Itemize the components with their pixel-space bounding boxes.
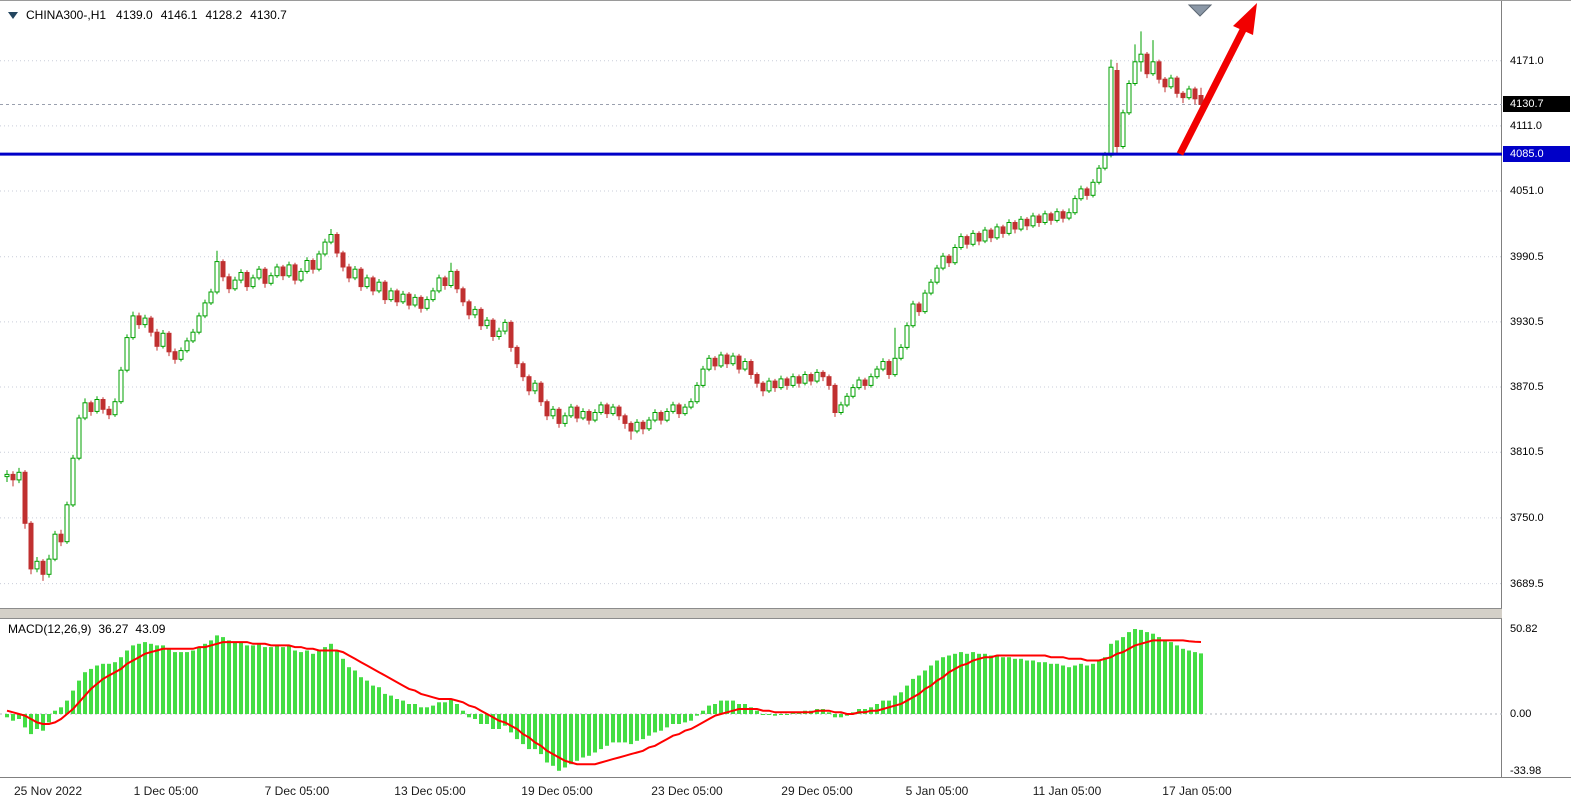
price-axis[interactable]: 4171.0 4111.0 4051.0 3990.5 3930.5 3870.5 3810…	[1502, 1, 1571, 777]
time-axis-label: 7 Dec 05:00	[264, 784, 330, 798]
time-axis[interactable]: 25 Nov 2022 1 Dec 05:00 7 Dec 05:00 13 Dec …	[0, 777, 1571, 803]
candlestick-chart[interactable]	[0, 1, 1502, 608]
macd-histogram	[5, 629, 1203, 771]
time-axis-label: 1 Dec 05:00	[133, 784, 199, 798]
panel-splitter[interactable]	[0, 608, 1571, 619]
time-axis-label: 17 Jan 05:00	[1162, 784, 1232, 798]
symbol-triangle-icon	[8, 11, 18, 19]
symbol-name: CHINA300-,H1	[26, 8, 107, 22]
time-axis-label: 5 Jan 05:00	[905, 784, 969, 798]
price-axis-label: 3990.5	[1510, 250, 1544, 263]
price-axis-label: 4171.0	[1510, 54, 1544, 67]
macd-signal-line	[6, 639, 1202, 766]
bar-low-value: 4128.2	[205, 8, 243, 22]
time-axis-label: 25 Nov 2022	[13, 784, 83, 798]
time-axis-label: 29 Dec 05:00	[781, 784, 853, 798]
time-axis-label: 13 Dec 05:00	[394, 784, 466, 798]
macd-axis-label: 0.00	[1510, 708, 1532, 720]
candles	[4, 31, 1204, 581]
price-axis-label: 3750.0	[1510, 511, 1544, 524]
macd-axis-label: -33.98	[1510, 764, 1542, 777]
macd-info-bar: MACD(12,26,9) 36.27 43.09	[8, 622, 165, 636]
price-axis-label: 3689.5	[1510, 577, 1544, 590]
support-price-badge: 4085.0	[1503, 146, 1570, 163]
price-axis-label: 4051.0	[1510, 185, 1544, 198]
macd-indicator-panel: MACD(12,26,9) 36.27 43.09	[0, 619, 1502, 777]
macd-axis-label: 50.82	[1510, 623, 1538, 636]
time-axis-label: 19 Dec 05:00	[521, 784, 593, 798]
bar-open-value: 4139.0	[116, 8, 153, 22]
price-axis-label: 3930.5	[1510, 315, 1544, 328]
arrow-down-marker[interactable]	[1187, 4, 1213, 17]
time-axis-label: 11 Jan 05:00	[1032, 784, 1102, 798]
bar-high-value: 4146.1	[160, 8, 198, 22]
macd-chart[interactable]	[0, 619, 1502, 777]
current-price-badge: 4130.7	[1503, 96, 1570, 113]
symbol-info-bar: CHINA300-,H1 4139.0 4146.1 4128.2 4130.7	[8, 8, 287, 22]
macd-signal-value: 43.09	[135, 622, 166, 636]
trend-arrow[interactable]	[1176, 3, 1257, 156]
bar-close-value: 4130.7	[250, 8, 287, 22]
macd-main-value: 36.27	[98, 622, 129, 636]
price-axis-label: 4111.0	[1510, 119, 1543, 132]
price-axis-label: 3870.5	[1510, 381, 1544, 394]
price-axis-label: 3810.5	[1510, 446, 1544, 459]
time-axis-label: 23 Dec 05:00	[651, 784, 723, 798]
price-chart-panel: CHINA300-,H1 4139.0 4146.1 4128.2 4130.7	[0, 1, 1502, 608]
macd-label: MACD(12,26,9)	[8, 622, 92, 636]
